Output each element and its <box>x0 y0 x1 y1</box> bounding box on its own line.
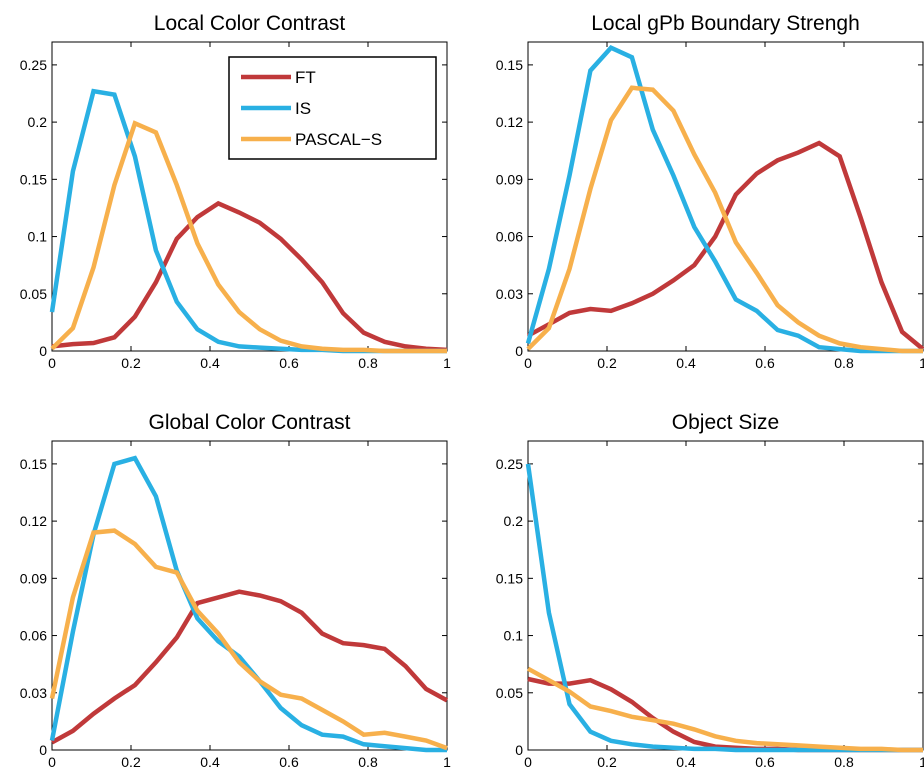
y-tick-label: 0.15 <box>20 456 47 472</box>
x-tick-label: 0.6 <box>279 754 299 770</box>
x-tick-label: 1 <box>919 355 924 371</box>
chart-title: Global Color Contrast <box>149 411 351 434</box>
series-line-ft <box>50 589 449 745</box>
y-tick-label: 0 <box>39 343 47 359</box>
x-tick-label: 1 <box>919 754 924 770</box>
x-tick-label: 0.8 <box>358 355 378 371</box>
chart-panel-1: Local Color Contrast 0 0.2 0.4 0.6 0.8 1 0 0.05 0… <box>20 12 451 371</box>
axes-frame <box>527 41 924 352</box>
y-tick-label: 0.12 <box>496 114 523 130</box>
legend-label: IS <box>295 99 311 118</box>
x-tick-label: 0.2 <box>597 355 617 371</box>
y-tick-label: 0.1 <box>28 229 48 245</box>
series-line-pascal-s <box>50 120 447 354</box>
x-tick-label: 0 <box>48 355 56 371</box>
x-tick-label: 0.4 <box>200 754 220 770</box>
x-tick-label: 0.6 <box>279 355 299 371</box>
chart-panel-4: Object Size 0 0.2 0.4 0.6 0.8 1 0 0.05 0.1 0.15 0.2… <box>496 411 924 770</box>
y-tick-label: 0.12 <box>20 513 47 529</box>
x-tick-label: 0 <box>524 355 532 371</box>
y-tick-label: 0.03 <box>496 286 523 302</box>
y-tick-label: 0.15 <box>20 171 47 187</box>
x-tick-label: 0.4 <box>676 754 696 770</box>
y-tick-label: 0.2 <box>28 114 48 130</box>
y-tick-label: 0.09 <box>20 570 47 586</box>
x-tick-label: 1 <box>443 754 451 770</box>
y-tick-label: 0.25 <box>20 57 47 73</box>
y-tick-label: 0.15 <box>496 570 523 586</box>
y-tick-label: 0.1 <box>504 628 524 644</box>
x-tick-label: 0.8 <box>358 754 378 770</box>
chart-title: Local Color Contrast <box>154 12 346 35</box>
y-tick-label: 0.06 <box>496 229 523 245</box>
series-line-ft <box>526 140 924 351</box>
legend-box <box>228 56 437 160</box>
chart-panel-3: Global Color Contrast 0 0.2 0.4 0.6 0.8 1 0 0.03… <box>20 411 451 770</box>
axes-frame <box>51 440 448 751</box>
axes-frame <box>51 41 448 352</box>
y-tick-label: 0.2 <box>504 513 524 529</box>
chart-panel-2: Local gPb Boundary Strengh 0 0.2 0.4 0.6 0.8 1… <box>496 12 924 371</box>
series-line-ft <box>51 200 448 353</box>
x-tick-label: 0.4 <box>200 355 220 371</box>
y-tick-label: 0.05 <box>20 286 47 302</box>
legend-label: PASCAL−S <box>295 130 382 149</box>
x-tick-label: 0.2 <box>121 355 141 371</box>
x-tick-label: 1 <box>443 355 451 371</box>
y-tick-label: 0 <box>515 343 523 359</box>
y-tick-label: 0.09 <box>496 171 523 187</box>
x-tick-label: 0.6 <box>755 355 775 371</box>
x-tick-label: 0.8 <box>834 754 854 770</box>
x-tick-label: 0.4 <box>676 355 696 371</box>
legend-label: FT <box>295 68 316 87</box>
x-tick-label: 0 <box>524 754 532 770</box>
y-tick-label: 0 <box>515 742 523 758</box>
x-tick-label: 0.2 <box>597 754 617 770</box>
series-line-is <box>49 455 447 753</box>
chart-title: Local gPb Boundary Strengh <box>591 12 860 35</box>
series-line-is <box>525 463 923 753</box>
x-tick-label: 0 <box>48 754 56 770</box>
x-tick-label: 0.8 <box>834 355 854 371</box>
y-tick-label: 0.25 <box>496 456 523 472</box>
y-tick-label: 0.15 <box>496 57 523 73</box>
series-line-pascal-s <box>526 666 923 753</box>
y-tick-label: 0.03 <box>20 685 47 701</box>
chart-title: Object Size <box>672 411 779 434</box>
series-line-pascal-s <box>49 528 448 751</box>
series-line-is <box>525 44 923 354</box>
y-tick-label: 0.06 <box>20 628 47 644</box>
y-tick-label: 0 <box>39 742 47 758</box>
x-tick-label: 0.6 <box>755 754 775 770</box>
y-tick-label: 0.05 <box>496 685 523 701</box>
x-tick-label: 0.2 <box>121 754 141 770</box>
legend: FT IS PASCAL−S <box>228 56 437 160</box>
series-line-pascal-s <box>526 85 923 354</box>
